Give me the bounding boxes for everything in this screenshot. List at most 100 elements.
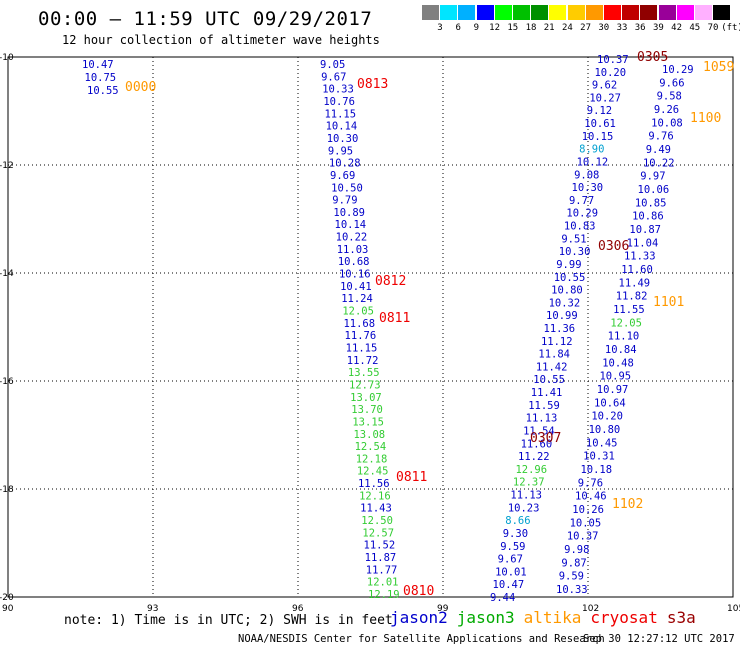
scale-label: 24 bbox=[561, 23, 573, 33]
wave-height-value: 10.75 bbox=[85, 72, 117, 84]
wave-height-value: 13.08 bbox=[353, 429, 385, 441]
wave-height-value: 10.30 bbox=[559, 246, 591, 258]
wave-height-value: 11.54 bbox=[523, 425, 555, 437]
legend-jason3: jason3 bbox=[456, 608, 515, 627]
legend-jason2: jason2 bbox=[390, 608, 448, 627]
wave-height-value: 11.13 bbox=[526, 413, 558, 425]
wave-height-value: 10.97 bbox=[597, 384, 629, 396]
wave-height-value: 12.57 bbox=[362, 527, 394, 539]
wave-height-value: 9.12 bbox=[587, 105, 612, 117]
wave-height-value: 9.44 bbox=[490, 592, 515, 604]
wave-height-value: 10.33 bbox=[322, 84, 354, 96]
wave-height-value: 11.15 bbox=[346, 342, 378, 354]
legend-s3a: s3a bbox=[666, 608, 696, 627]
wave-height-value: 10.64 bbox=[594, 397, 626, 409]
scale-swatch bbox=[676, 5, 694, 20]
wave-height-value: 10.26 bbox=[572, 504, 604, 516]
wave-height-value: 10.99 bbox=[546, 310, 578, 322]
scale-swatch bbox=[604, 5, 621, 20]
wave-height-value: 10.30 bbox=[572, 182, 604, 194]
wave-height-value: 11.55 bbox=[613, 304, 645, 316]
wave-height-value: 12.05 bbox=[610, 317, 642, 329]
wave-height-value: 10.45 bbox=[586, 437, 618, 449]
page-title: 00:00 – 11:59 UTC 09/29/2017 bbox=[38, 8, 373, 30]
wave-height-value: 10.37 bbox=[567, 531, 599, 543]
wave-height-value: 11.33 bbox=[624, 251, 656, 263]
wave-height-value: 10.55 bbox=[533, 374, 565, 386]
wave-height-value: 10.76 bbox=[323, 96, 355, 108]
wave-height-value: 11.60 bbox=[621, 264, 653, 276]
wave-height-value: 10.28 bbox=[329, 158, 361, 170]
wave-height-value: 10.14 bbox=[335, 219, 367, 231]
wave-height-value: 11.13 bbox=[510, 490, 542, 502]
pass-time-label: 0813 bbox=[357, 77, 388, 92]
wave-height-value: 10.06 bbox=[638, 184, 670, 196]
page-subtitle: 12 hour collection of altimeter wave hei… bbox=[62, 33, 380, 47]
lon-tick-label: 90 bbox=[2, 604, 14, 614]
scale-label: 70 bbox=[707, 23, 719, 33]
scale-label: 15 bbox=[507, 23, 519, 33]
wave-height-value: 10.37 bbox=[597, 54, 629, 66]
lon-tick-label: 105 bbox=[727, 604, 740, 614]
satellite-legend: jason2 jason3 altika cryosat s3a bbox=[390, 608, 705, 627]
scale-swatch bbox=[513, 5, 530, 20]
wave-height-value: 10.22 bbox=[643, 157, 675, 169]
wave-height-value: 11.22 bbox=[518, 451, 550, 463]
wave-height-value: 10.14 bbox=[326, 121, 358, 133]
lat-tick-label: -20 bbox=[0, 593, 14, 603]
wave-height-value: 9.69 bbox=[330, 170, 355, 182]
scale-label: 30 bbox=[598, 23, 610, 33]
wave-height-value: 12.50 bbox=[361, 515, 393, 527]
wave-height-value: 13.70 bbox=[351, 404, 383, 416]
scale-label: (ft) bbox=[721, 23, 740, 33]
footer-note: note: 1) Time is in UTC; 2) SWH is in fe… bbox=[64, 613, 393, 628]
wave-height-value: 13.55 bbox=[348, 367, 380, 379]
wave-height-value: 11.72 bbox=[347, 355, 379, 367]
wave-height-value: 9.62 bbox=[592, 80, 617, 92]
map-frame bbox=[7, 56, 734, 598]
scale-swatch bbox=[640, 5, 658, 20]
wave-height-value: 11.42 bbox=[536, 361, 568, 373]
wave-height-value: 9.76 bbox=[648, 131, 673, 143]
lon-tick-label: 102 bbox=[582, 604, 599, 614]
legend-altika: altika bbox=[523, 608, 582, 627]
lon-tick-label: 96 bbox=[292, 604, 304, 614]
wave-height-value: 10.50 bbox=[331, 182, 363, 194]
scale-label: 12 bbox=[489, 23, 501, 33]
pass-time-label: 0306 bbox=[598, 239, 629, 254]
wave-height-value: 10.32 bbox=[549, 297, 581, 309]
wave-height-value: 12.96 bbox=[515, 464, 547, 476]
scale-swatch bbox=[458, 5, 476, 20]
wave-height-value: 10.47 bbox=[493, 579, 525, 591]
wave-height-value: 9.59 bbox=[500, 541, 525, 553]
pass-time-label: 1100 bbox=[690, 111, 721, 126]
wave-height-value: 10.80 bbox=[589, 424, 621, 436]
wave-height-value: 10.22 bbox=[336, 232, 368, 244]
wave-height-value: 9.66 bbox=[659, 77, 684, 89]
axis-ticks: 90 93 96 99 102 105 -10 -12 -14 -16 -18 -20 bbox=[0, 53, 740, 614]
lon-tick-label: 93 bbox=[147, 604, 158, 614]
wave-height-value: 12.54 bbox=[355, 441, 387, 453]
wave-height-value: 10.18 bbox=[580, 464, 612, 476]
scale-swatch bbox=[494, 5, 512, 20]
wave-height-value: 10.47 bbox=[82, 59, 114, 71]
wave-height-value: 11.87 bbox=[365, 552, 397, 564]
wave-height-value: 10.89 bbox=[333, 207, 365, 219]
wave-height-value: 10.46 bbox=[575, 491, 607, 503]
wave-height-value: 9.08 bbox=[574, 169, 599, 181]
wave-height-value: 9.76 bbox=[578, 477, 603, 489]
wave-height-value: 10.33 bbox=[556, 584, 588, 596]
wave-height-value: 10.05 bbox=[570, 517, 602, 529]
pass-time-label: 1059 bbox=[703, 60, 734, 75]
wave-height-value: 11.03 bbox=[337, 244, 369, 256]
wave-height-value: 8.66 bbox=[505, 515, 530, 527]
wave-height-value: 9.49 bbox=[646, 144, 671, 156]
pass-time-labels: 0000 0813 0812 0811 0811 0810 0305 0306 0307 1059… bbox=[125, 50, 734, 599]
legend-cryosat: cryosat bbox=[590, 608, 658, 627]
wave-height-value: 11.49 bbox=[619, 277, 651, 289]
wave-height-value: 10.55 bbox=[554, 272, 586, 284]
footer-timestamp: Sep 30 12:27:12 UTC 2017 bbox=[583, 633, 735, 645]
scale-label: 33 bbox=[616, 23, 628, 33]
pass-time-label: 0307 bbox=[530, 431, 561, 446]
scale-label: 36 bbox=[634, 23, 646, 33]
